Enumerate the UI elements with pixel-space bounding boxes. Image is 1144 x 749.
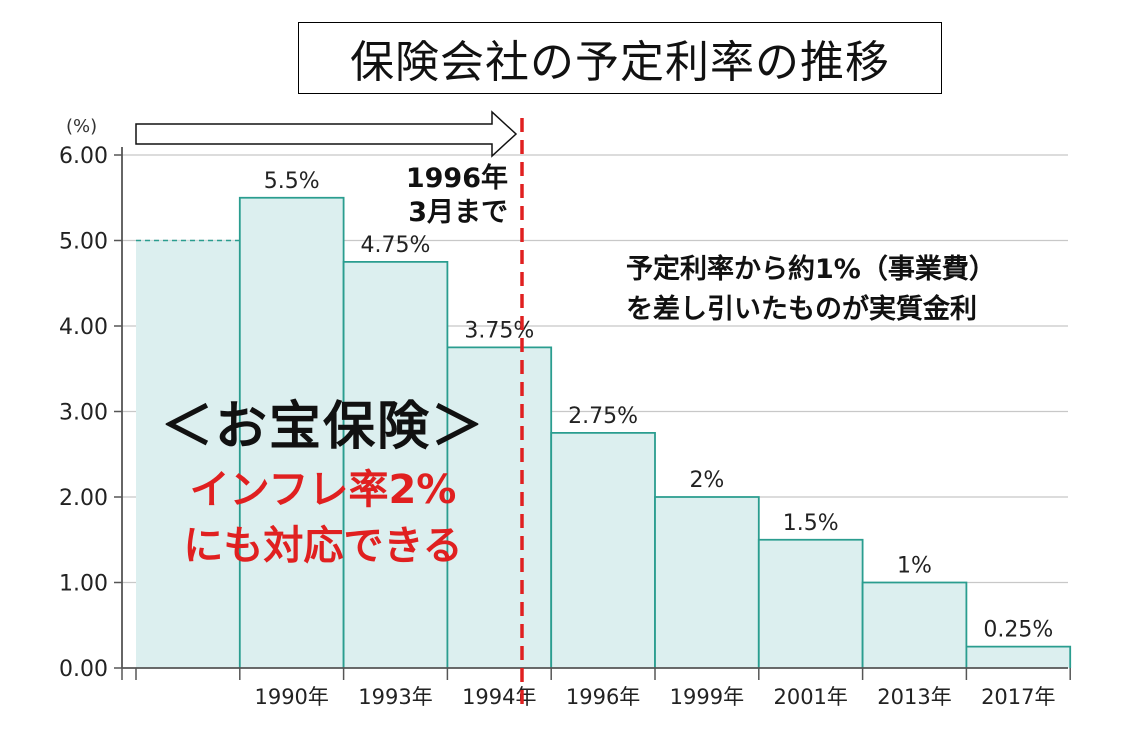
y-tick-label: 0.00 <box>59 657 108 682</box>
cutoff-annotation: 1996年 3月まで <box>380 162 508 230</box>
x-tick-label: 1990年 <box>254 685 328 709</box>
real-rate-annotation: 予定利率から約1%（事業費） を差し引いたものが実質金利 <box>626 250 996 330</box>
arrow-icon <box>135 110 518 158</box>
data-label: 1.5% <box>783 511 839 536</box>
y-tick-label: 1.00 <box>59 572 108 597</box>
y-axis-unit-label: (%) <box>66 116 98 137</box>
y-tick-label: 5.00 <box>59 230 108 255</box>
x-tick-label: 1994年 <box>462 685 536 709</box>
cutoff-annotation-line-1: 1996年 <box>405 163 508 194</box>
x-tick-label: 1999年 <box>670 685 744 709</box>
data-label: 2% <box>689 468 724 493</box>
inflation-annotation: インフレ率2% にも対応できる <box>138 462 508 574</box>
inflation-annotation-line-1: インフレ率2% <box>189 467 457 513</box>
bar <box>862 582 967 668</box>
x-tick-label: 2017年 <box>981 685 1055 709</box>
x-tick-label: 1996年 <box>566 685 640 709</box>
bar <box>655 497 759 668</box>
data-label: 1% <box>897 554 932 579</box>
y-tick-label: 3.00 <box>59 401 108 426</box>
chart-title: 保険会社の予定利率の推移 <box>298 22 942 94</box>
bar <box>966 646 1071 668</box>
x-tick-label: 2001年 <box>773 685 847 709</box>
y-tick-label: 6.00 <box>59 144 108 169</box>
y-tick-label: 2.00 <box>59 486 108 511</box>
data-label: 4.75% <box>361 233 431 258</box>
x-tick-label: 1993年 <box>358 685 432 709</box>
bar <box>551 432 655 668</box>
data-label: 5.5% <box>264 169 320 194</box>
real-rate-annotation-line-1: 予定利率から約1%（事業費） <box>626 254 996 285</box>
y-tick-label: 4.00 <box>59 315 108 340</box>
real-rate-annotation-line-2: を差し引いたものが実質金利 <box>626 294 977 325</box>
bar <box>343 261 448 668</box>
data-label: 0.25% <box>983 618 1053 643</box>
otakara-heading: ＜お宝保険＞ <box>160 397 485 457</box>
bar-outline <box>965 645 1072 668</box>
data-label: 2.75% <box>568 404 638 429</box>
data-label: 3.75% <box>464 318 534 343</box>
x-tick-label: 2013年 <box>877 685 951 709</box>
inflation-annotation-line-2: にも対応できる <box>183 523 463 569</box>
bar <box>136 240 240 668</box>
bar-outline <box>861 581 968 668</box>
cutoff-annotation-line-2: 3月まで <box>408 197 508 228</box>
bar <box>758 539 863 668</box>
bar <box>447 347 552 668</box>
bar <box>239 197 344 668</box>
